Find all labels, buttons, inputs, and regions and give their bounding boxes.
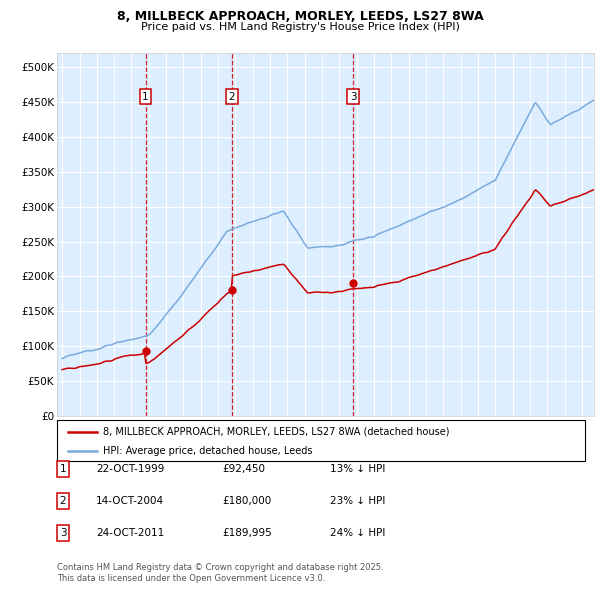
Text: 3: 3 <box>350 91 357 101</box>
Text: 3: 3 <box>59 528 67 537</box>
Text: 24-OCT-2011: 24-OCT-2011 <box>96 528 164 537</box>
Text: HPI: Average price, detached house, Leeds: HPI: Average price, detached house, Leed… <box>103 446 312 456</box>
Text: 2: 2 <box>229 91 235 101</box>
Text: 1: 1 <box>142 91 149 101</box>
Text: 13% ↓ HPI: 13% ↓ HPI <box>330 464 385 474</box>
Text: 8, MILLBECK APPROACH, MORLEY, LEEDS, LS27 8WA: 8, MILLBECK APPROACH, MORLEY, LEEDS, LS2… <box>116 10 484 23</box>
Text: 14-OCT-2004: 14-OCT-2004 <box>96 496 164 506</box>
Text: This data is licensed under the Open Government Licence v3.0.: This data is licensed under the Open Gov… <box>57 574 325 583</box>
Text: £180,000: £180,000 <box>222 496 271 506</box>
Text: 23% ↓ HPI: 23% ↓ HPI <box>330 496 385 506</box>
Text: £92,450: £92,450 <box>222 464 265 474</box>
Text: £189,995: £189,995 <box>222 528 272 537</box>
Text: 2: 2 <box>59 496 67 506</box>
Text: 8, MILLBECK APPROACH, MORLEY, LEEDS, LS27 8WA (detached house): 8, MILLBECK APPROACH, MORLEY, LEEDS, LS2… <box>103 427 449 437</box>
Text: 22-OCT-1999: 22-OCT-1999 <box>96 464 164 474</box>
Text: Contains HM Land Registry data © Crown copyright and database right 2025.: Contains HM Land Registry data © Crown c… <box>57 563 383 572</box>
Text: Price paid vs. HM Land Registry's House Price Index (HPI): Price paid vs. HM Land Registry's House … <box>140 22 460 32</box>
Text: 1: 1 <box>59 464 67 474</box>
Text: 24% ↓ HPI: 24% ↓ HPI <box>330 528 385 537</box>
